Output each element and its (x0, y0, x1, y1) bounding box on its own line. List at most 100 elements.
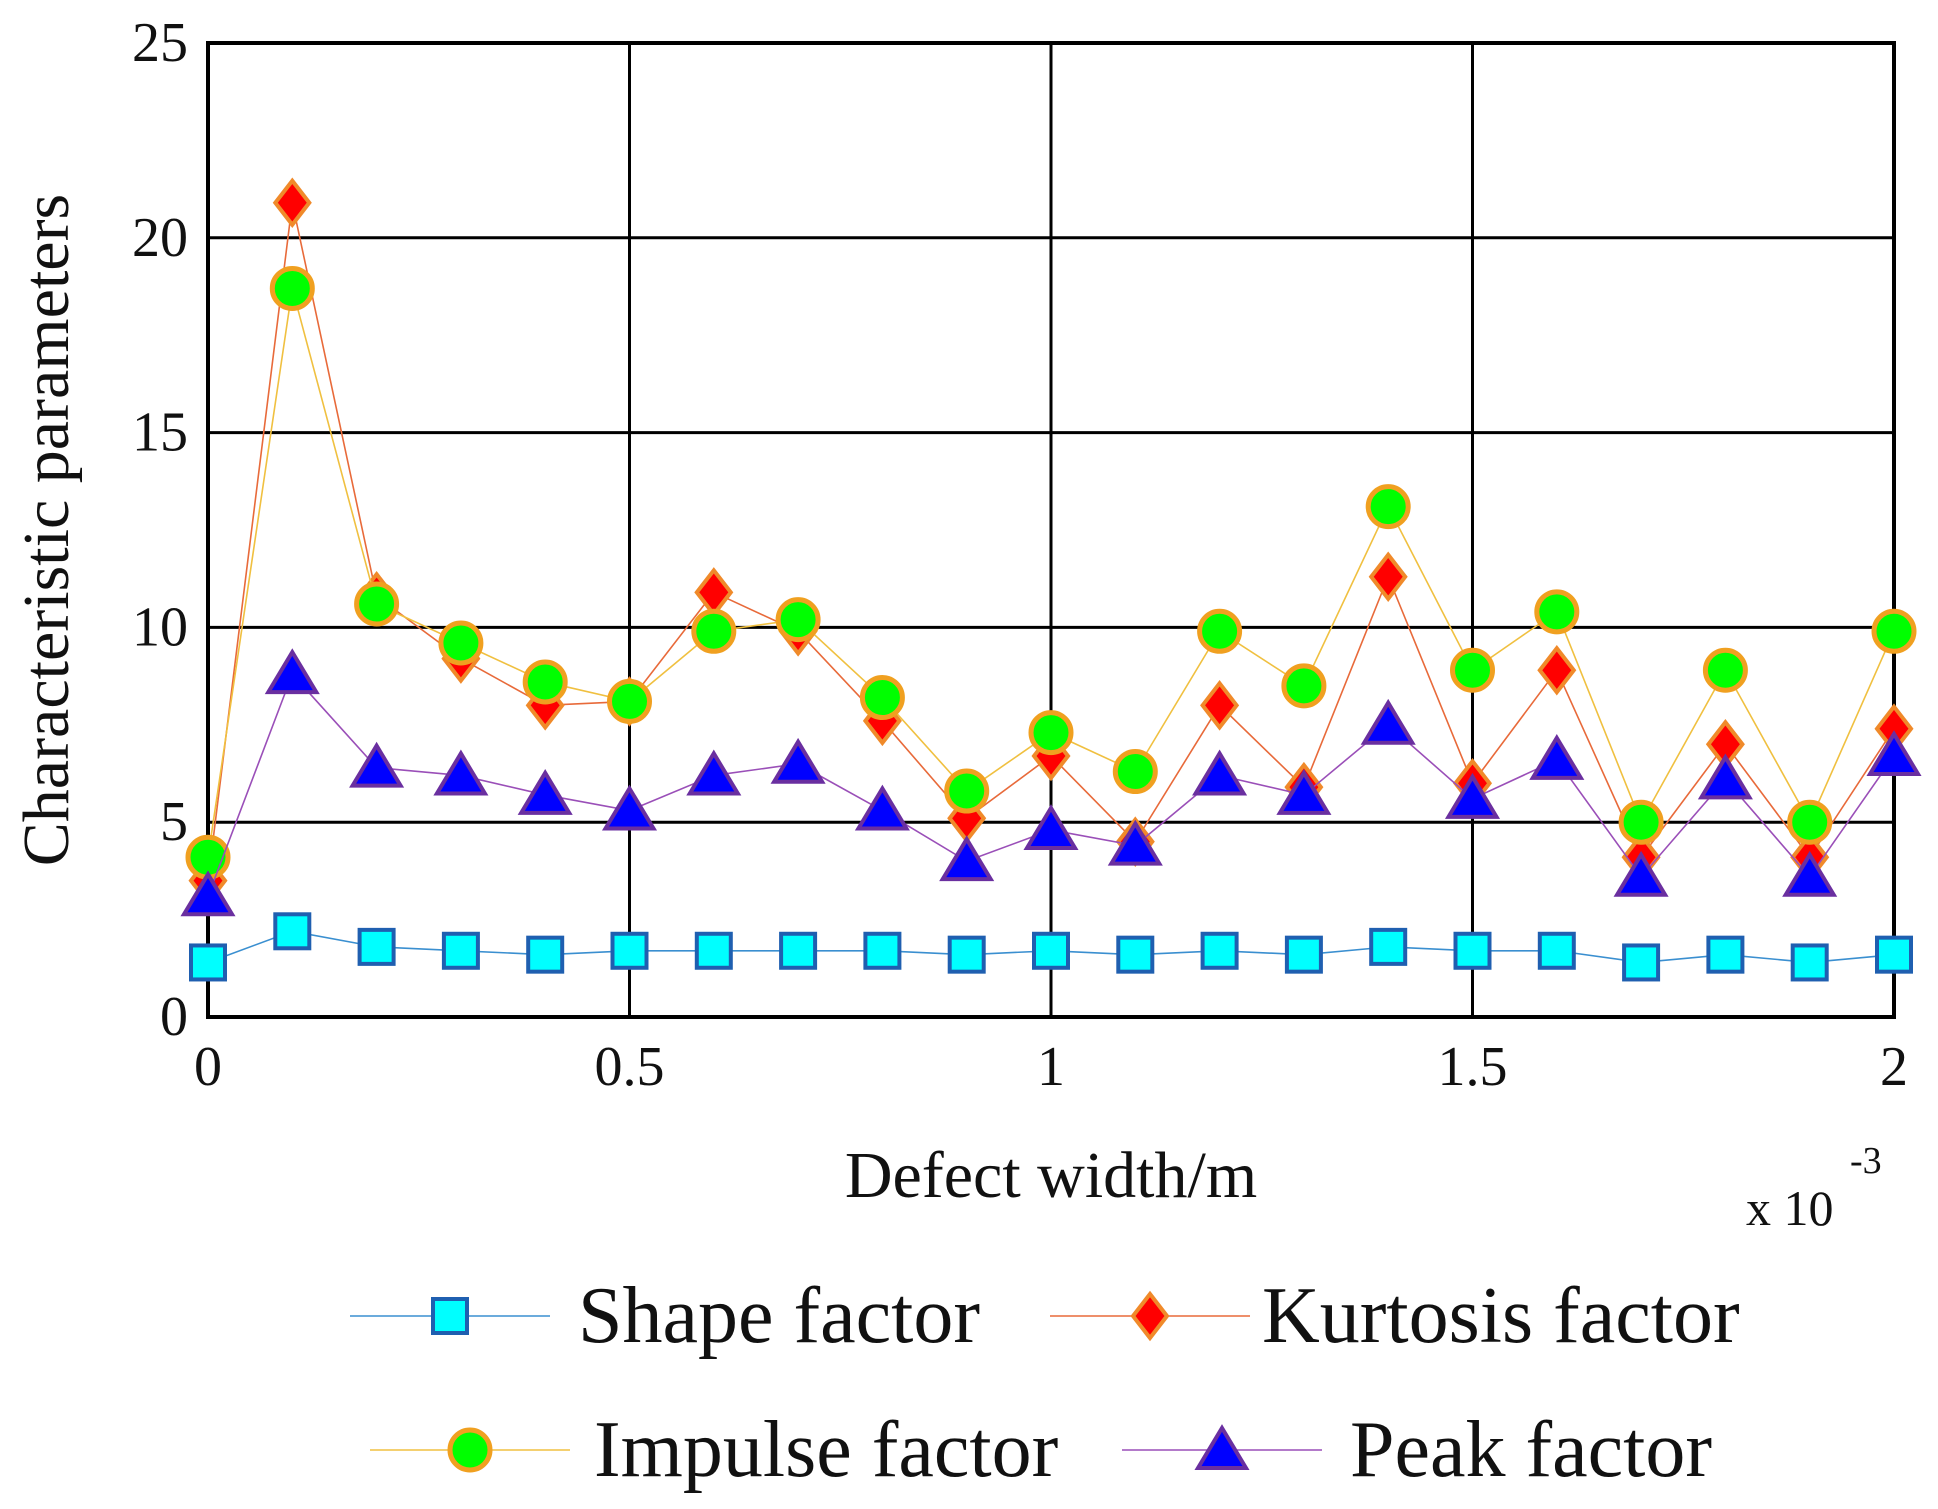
x-axis: 0 0.5 1 1.5 2 (194, 1036, 1908, 1098)
x-axis-multiplier: x 10 -3 (1746, 1140, 1882, 1236)
x-axis-multiplier-exponent: -3 (1850, 1140, 1882, 1182)
impulse-factor-point (1197, 608, 1243, 654)
shape-factor-point (357, 927, 396, 966)
x-tick-label: 1.5 (1438, 1036, 1508, 1098)
peak-factor-point (1866, 730, 1922, 776)
peak-factor-series (180, 648, 1922, 917)
legend-marker (431, 1297, 469, 1335)
shape-factor-point (273, 912, 312, 951)
shape-factor-point (1790, 943, 1829, 982)
peak-factor-point (939, 835, 995, 882)
shape-factor-point (779, 931, 818, 970)
peak-factor-point (517, 769, 573, 815)
shape-factor-point (863, 931, 902, 970)
impulse-factor-point (1281, 663, 1327, 709)
legend-item-shape-factor: Shape factor (350, 1272, 980, 1360)
impulse-factor-point (1450, 647, 1495, 693)
peak-factor-point (854, 784, 910, 831)
shape-factor-point (1622, 943, 1661, 982)
impulse-factor-point (438, 620, 484, 666)
peak-factor-point (1276, 769, 1332, 815)
x-tick-label: 1 (1037, 1036, 1065, 1098)
peak-factor-point (433, 749, 489, 796)
peak-factor-point (1782, 850, 1838, 897)
y-tick-label: 0 (160, 986, 188, 1048)
peak-factor-point (180, 870, 236, 917)
kurtosis-factor-point (1537, 644, 1577, 696)
shape-factor-point (1453, 931, 1492, 970)
x-axis-multiplier-base: x 10 (1746, 1180, 1834, 1236)
shape-factor-point (189, 943, 227, 982)
plot-border (206, 41, 1896, 1019)
shape-factor-point (694, 931, 733, 970)
y-tick-label: 10 (132, 596, 188, 658)
peak-factor-point (1360, 698, 1416, 745)
peak-factor-point (1529, 733, 1585, 780)
legend-marker (1194, 1424, 1250, 1470)
legend-item-peak-factor: Peak factor (1122, 1406, 1712, 1494)
impulse-factor-point (269, 265, 315, 311)
legend-label: Shape factor (578, 1272, 980, 1360)
y-tick-label: 15 (132, 402, 188, 464)
x-tick-label: 0.5 (595, 1036, 665, 1098)
impulse-factor-point (859, 675, 905, 721)
shape-factor-point (1875, 935, 1913, 974)
shape-factor-point (1116, 935, 1155, 974)
peak-factor-point (1107, 819, 1163, 866)
y-axis-title: Characteristic parameters (10, 194, 83, 866)
peak-factor-point (349, 741, 405, 788)
impulse-factor-point (691, 608, 737, 654)
shape-factor-point (610, 931, 649, 970)
peak-factor-point (1023, 804, 1079, 850)
peak-factor-point (1192, 749, 1248, 796)
legend-item-impulse-factor: Impulse factor (370, 1406, 1058, 1494)
shape-factor-point (1032, 931, 1070, 970)
series (180, 177, 1922, 982)
shape-factor-series (189, 912, 1913, 982)
shape-factor-point (1284, 935, 1323, 974)
impulse-factor-point (1365, 484, 1411, 530)
impulse-factor-point (1702, 647, 1748, 693)
impulse-factor-point (1534, 589, 1580, 635)
y-tick-label: 20 (132, 207, 188, 269)
shape-factor-point (1369, 927, 1408, 966)
legend-label: Kurtosis factor (1262, 1272, 1740, 1360)
impulse-factor-point (1028, 710, 1074, 756)
x-tick-label: 0 (194, 1036, 222, 1098)
impulse-factor-point (775, 597, 821, 643)
impulse-factor-point (944, 768, 990, 814)
impulse-factor-point (522, 659, 568, 705)
peak-factor-point (770, 737, 826, 784)
shape-factor-point (441, 931, 480, 970)
legend-marker (1130, 1290, 1170, 1342)
kurtosis-factor-point (272, 177, 312, 229)
impulse-factor-point (607, 678, 652, 724)
shape-factor-point (1537, 931, 1576, 970)
shape-factor-point (1706, 935, 1745, 974)
y-tick-label: 25 (132, 12, 188, 74)
peak-factor-point (1697, 753, 1753, 800)
y-tick-label: 5 (160, 791, 188, 853)
legend-label: Impulse factor (594, 1406, 1058, 1494)
peak-factor-point (1444, 772, 1501, 819)
x-axis-title: Defect width/m (845, 1139, 1257, 1212)
impulse-factor-point (1112, 749, 1158, 795)
kurtosis-factor-point (1368, 551, 1408, 603)
shape-factor-point (526, 935, 565, 974)
impulse-factor-point (1618, 799, 1664, 845)
y-axis: 0 5 10 15 20 25 (132, 12, 188, 1048)
impulse-factor-point (354, 581, 400, 627)
impulse-factor-point (1787, 799, 1833, 845)
shape-factor-point (1200, 931, 1239, 970)
peak-factor-point (601, 784, 658, 831)
x-tick-label: 2 (1880, 1036, 1908, 1098)
legend-label: Peak factor (1350, 1406, 1712, 1494)
kurtosis-factor-point (1200, 680, 1240, 731)
legend-marker (447, 1427, 493, 1473)
impulse-factor-point (1871, 608, 1917, 654)
legend: Shape factor Kurtosis factor Impulse facto… (350, 1272, 1740, 1494)
legend-item-kurtosis-factor: Kurtosis factor (1050, 1272, 1740, 1360)
impulse-factor-series (185, 265, 1917, 880)
peak-factor-point (264, 648, 320, 695)
